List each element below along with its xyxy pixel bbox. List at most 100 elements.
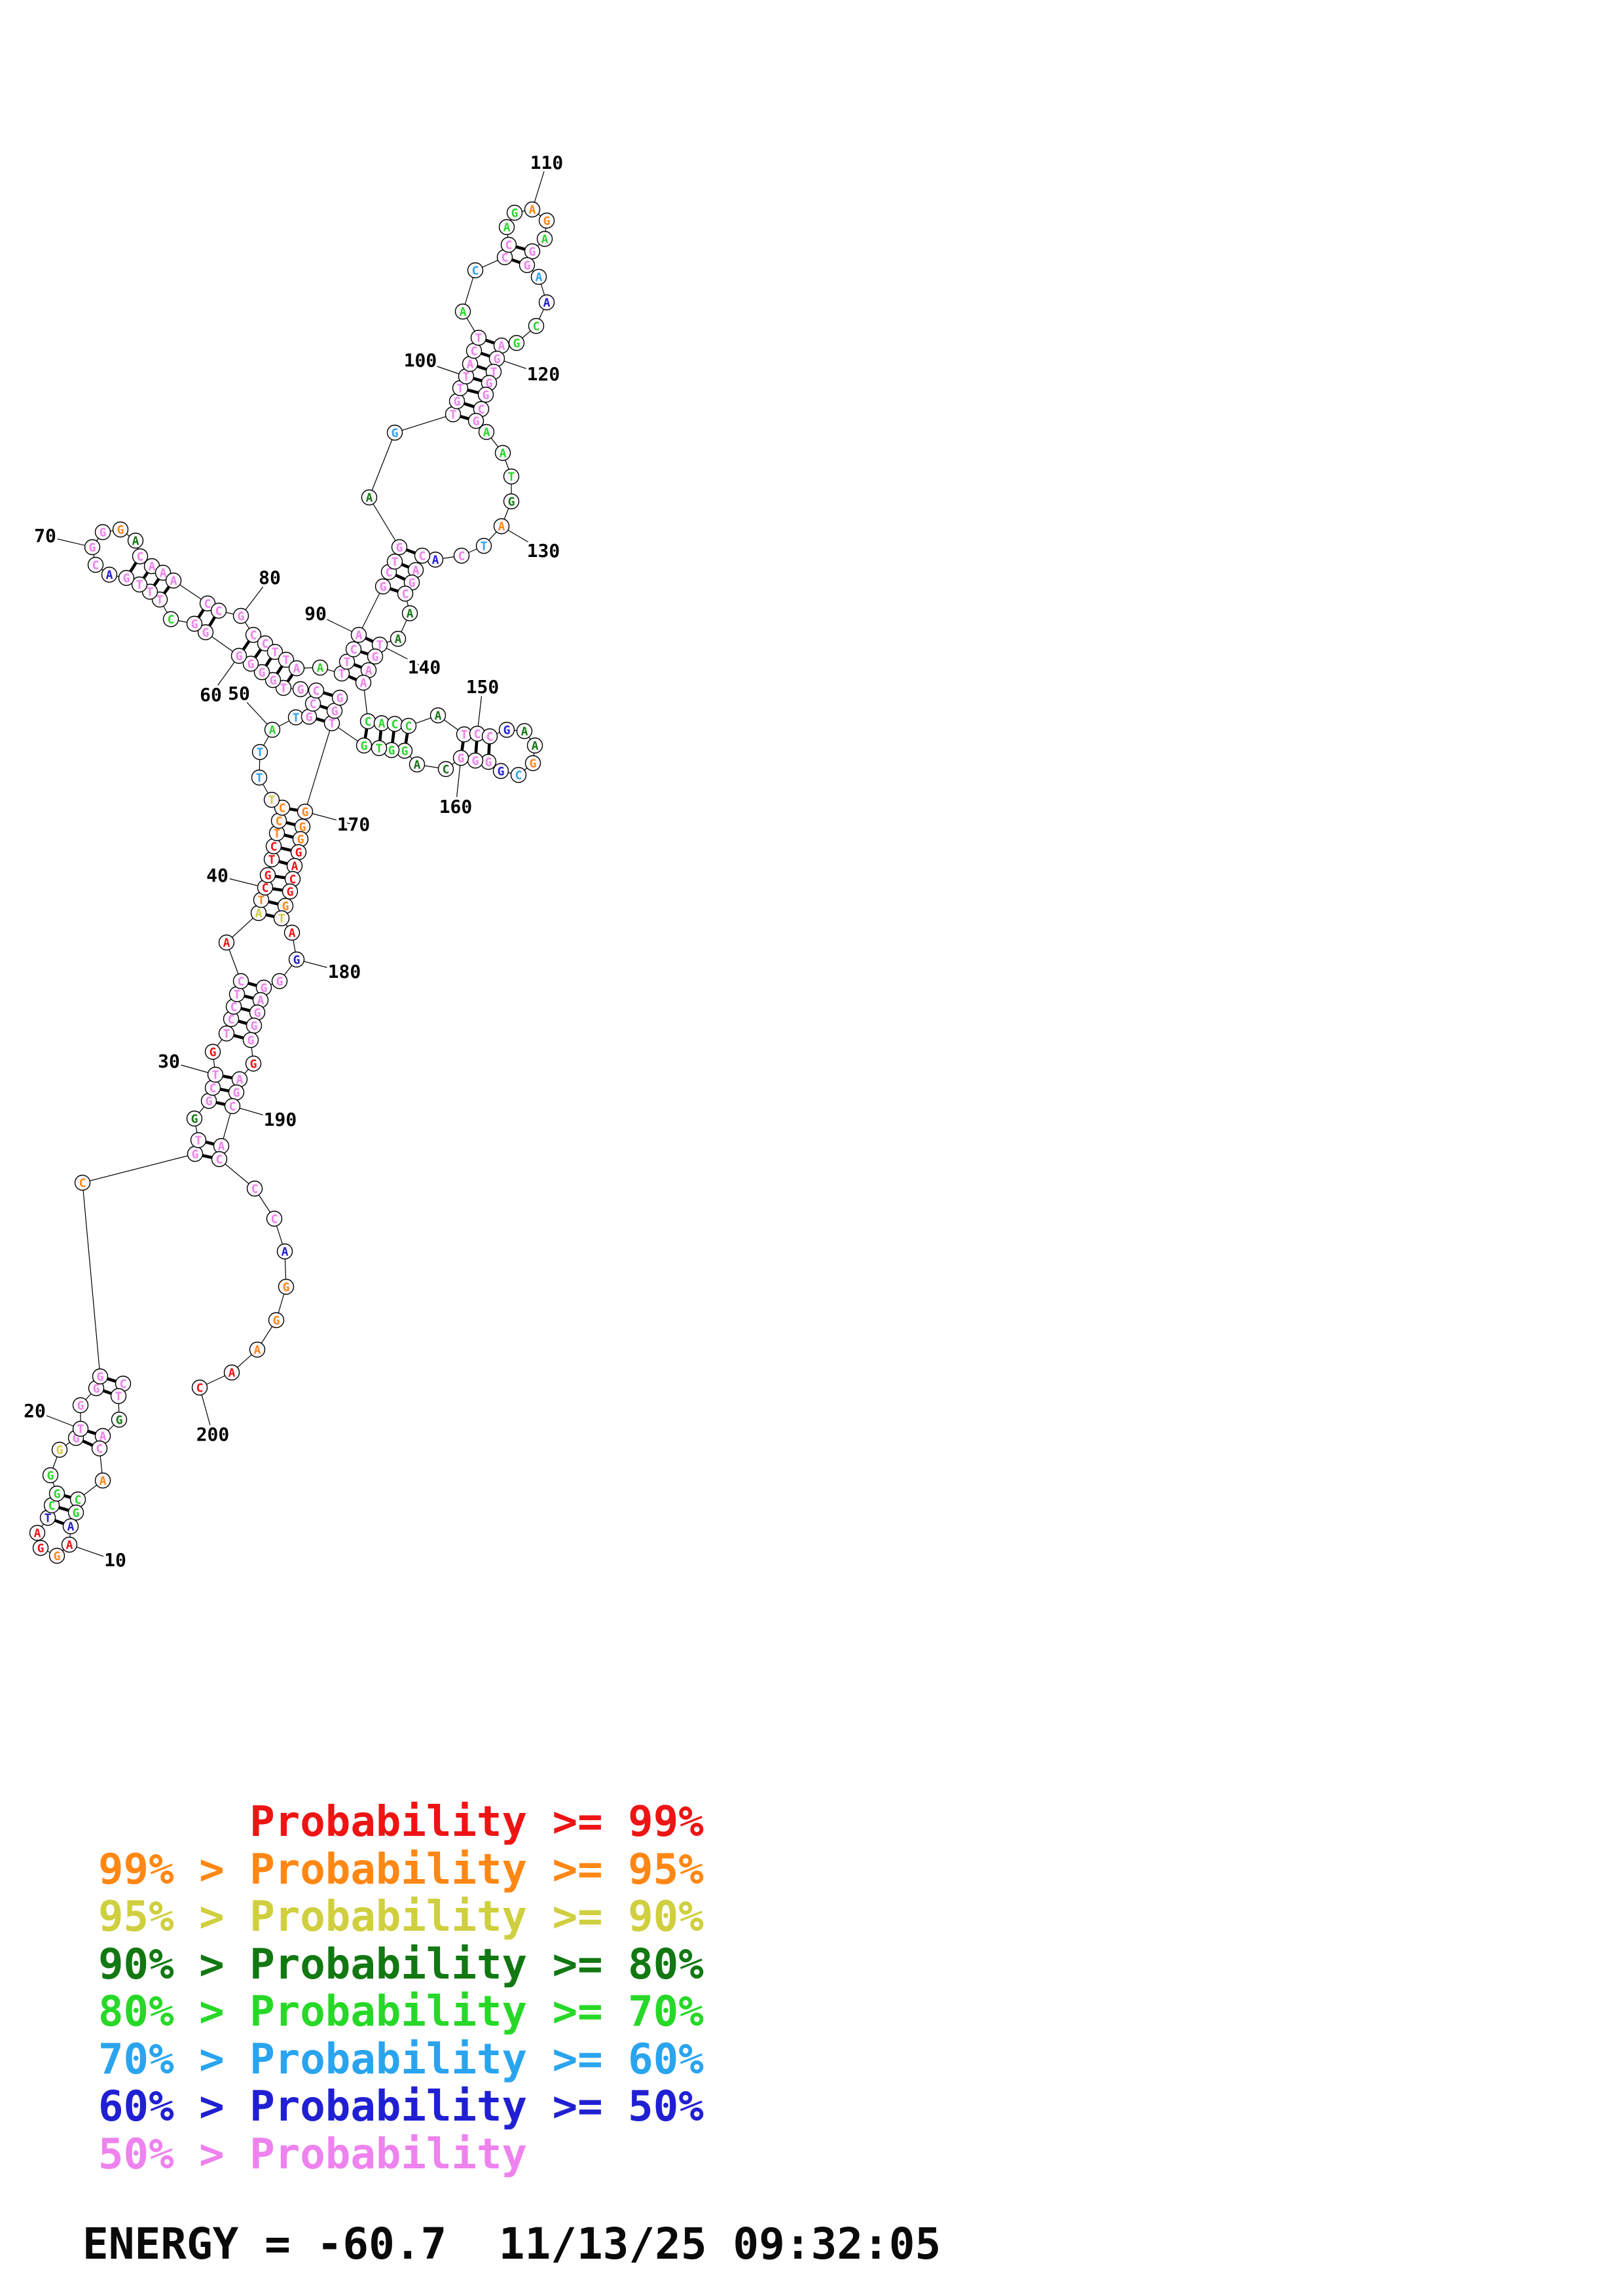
nucleotide-circle [409, 756, 426, 773]
nucleotide-letter: T [392, 556, 399, 569]
label-pointer-line [379, 644, 425, 668]
nucleotide-letter: T [268, 794, 276, 808]
nucleotide-letter: C [386, 566, 393, 580]
nucleotide-letter: C [271, 1213, 278, 1227]
nucleotide-circle [524, 201, 541, 218]
nucleotide-letter: C [96, 1443, 103, 1456]
nucleotide-letter: C [270, 840, 278, 854]
nucleotide-circle [162, 611, 179, 628]
nucleotide-letter: G [54, 1550, 61, 1564]
label-pointer-line [501, 526, 544, 552]
nucleotide-circle [288, 951, 305, 968]
nucleotide-letter: A [170, 575, 177, 588]
nucleotide-letter: A [34, 1527, 41, 1541]
nucleotide-letter: T [457, 382, 464, 396]
nucleotide-letter: A [132, 535, 139, 548]
nucleotide-circle [42, 1467, 59, 1484]
nucleotide-letter: G [250, 1058, 257, 1071]
nucleotide-letter: C [48, 1499, 56, 1513]
nucleotide-letter: G [508, 495, 515, 509]
nucleotide-letter: G [297, 683, 304, 697]
nucleotide-circle [437, 761, 454, 778]
nucleotide-circle [204, 1043, 221, 1060]
nucleotide-circle [478, 423, 495, 440]
nucleotide-letter: G [273, 1314, 280, 1328]
label-pointer-line [532, 162, 547, 210]
backbone-line [369, 497, 400, 548]
nucleotide-letter: G [293, 954, 301, 967]
nucleotide-letter: G [116, 1414, 123, 1427]
nucleotide-circle [266, 1210, 283, 1227]
nucleotide-letter: G [191, 618, 198, 632]
label-pointer-line [455, 757, 462, 808]
nucleotide-letter: G [454, 395, 461, 409]
nucleotide-letter: G [100, 526, 107, 540]
nucleotide-circle [48, 1547, 65, 1564]
label-pointer-line [232, 1105, 281, 1121]
nucleotide-circle [356, 737, 373, 754]
legend-row: 50% > Probability [98, 2130, 528, 2179]
nucleotide-letter: T [212, 1069, 219, 1083]
nucleotide-circle [292, 681, 309, 698]
nucleotide-circle [72, 1397, 89, 1414]
nucleotide-letter: C [262, 882, 269, 895]
nucleotide-circle [345, 641, 362, 658]
nucleotide-circle [186, 1110, 203, 1127]
position-label: 20 [24, 1400, 46, 1422]
nucleotide-circle [264, 721, 281, 738]
nucleotide-letter: G [529, 245, 536, 259]
position-label: 190 [264, 1109, 297, 1130]
nucleotide-circle [101, 566, 118, 583]
nucleotide-circle [278, 651, 295, 668]
nucleotide-letter: G [409, 577, 416, 590]
nucleotide-letter: C [216, 1153, 223, 1167]
nucleotide-letter: T [283, 654, 290, 668]
nucleotide-letter: C [289, 873, 297, 887]
nucleotide-circle [503, 493, 520, 510]
nucleotide-letter: T [156, 594, 164, 607]
nucleotide-letter: C [228, 1013, 235, 1027]
nucleotide-circle [477, 386, 494, 403]
nucleotide-circle [386, 424, 403, 441]
nucleotide-circle [338, 653, 356, 670]
nucleotide-letter: G [251, 1020, 258, 1033]
nucleotide-circle [62, 1518, 79, 1535]
nucleotide-letter: G [54, 1488, 61, 1501]
nucleotide-circle [232, 973, 249, 990]
nucleotide-letter: T [329, 717, 336, 731]
position-label: 80 [259, 567, 281, 588]
nucleotide-circle [429, 707, 447, 724]
nucleotide-letter: C [238, 975, 245, 989]
label-pointer-line [210, 655, 240, 696]
nucleotide-circle [475, 537, 492, 554]
label-pointer-line [69, 1544, 116, 1561]
nucleotide-letter: A [360, 677, 367, 691]
nucleotide-letter: C [279, 802, 286, 816]
nucleotide-circle [530, 268, 547, 285]
nucleotide-circle [245, 1055, 262, 1072]
nucleotide-letter: C [92, 559, 100, 573]
nucleotide-circle [94, 1472, 111, 1489]
nucleotide-circle [273, 910, 290, 927]
nucleotide-circle [367, 648, 384, 665]
nucleotide-letter: C [137, 550, 144, 564]
position-label: 170 [337, 814, 371, 835]
nucleotide-circle [191, 1379, 208, 1396]
nucleotide-letter: A [317, 662, 324, 675]
nucleotide-letter: A [291, 860, 299, 874]
nucleotide-letter: A [293, 662, 301, 676]
nucleotide-letter: A [543, 296, 551, 310]
nucleotide-circle [400, 717, 417, 734]
position-label: 40 [206, 865, 228, 886]
nucleotide-circle [516, 723, 533, 740]
nucleotide-letter: T [274, 827, 281, 841]
nucleotide-circle [207, 1066, 224, 1083]
nucleotide-letter: A [255, 907, 263, 921]
label-pointer-line [217, 875, 266, 888]
nucleotide-circle [288, 660, 305, 677]
nucleotide-circle [331, 689, 348, 706]
nucleotide-letter: G [396, 541, 403, 555]
nucleotide-circle [414, 547, 431, 564]
nucleotide-letter: A [218, 1140, 225, 1154]
nucleotide-letter: G [486, 377, 493, 391]
